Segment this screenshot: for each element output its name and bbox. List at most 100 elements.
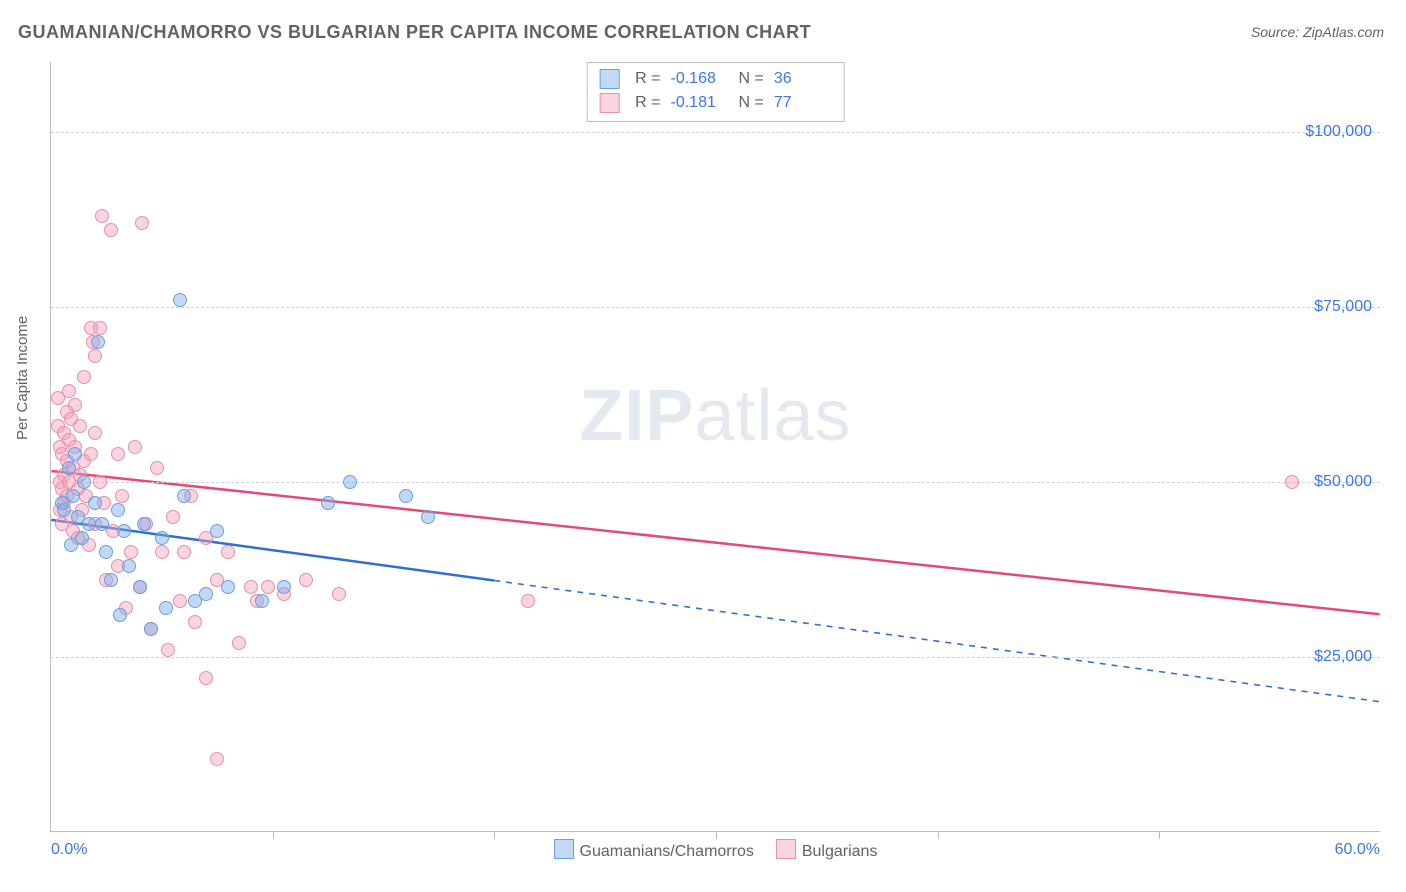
data-point-pink (166, 510, 180, 524)
data-point-pink (150, 461, 164, 475)
legend-label-blue: Guamanians/Chamorros (580, 843, 754, 860)
data-point-pink (77, 370, 91, 384)
swatch-pink (776, 839, 796, 859)
data-point-blue (111, 503, 125, 517)
plot-area: ZIPatlas R = -0.168 N = 36 R = -0.181 N … (50, 62, 1380, 832)
y-axis-label: Per Capita Income (14, 316, 31, 440)
data-point-blue (343, 475, 357, 489)
data-point-blue (133, 580, 147, 594)
data-point-pink (88, 349, 102, 363)
data-point-pink (115, 489, 129, 503)
r-value-blue: -0.168 (671, 70, 729, 88)
data-point-pink (111, 447, 125, 461)
data-point-pink (261, 580, 275, 594)
data-point-pink (68, 398, 82, 412)
n-label: N = (739, 70, 764, 88)
data-point-blue (144, 622, 158, 636)
r-label: R = (635, 94, 660, 112)
data-point-blue (255, 594, 269, 608)
data-point-pink (104, 223, 118, 237)
legend-item-pink: Bulgarians (776, 839, 878, 861)
data-point-blue (173, 293, 187, 307)
data-point-blue (88, 496, 102, 510)
swatch-blue (599, 69, 619, 89)
r-value-pink: -0.181 (671, 94, 729, 112)
data-point-pink (95, 209, 109, 223)
data-point-blue (82, 517, 96, 531)
data-point-pink (124, 545, 138, 559)
data-point-blue (199, 587, 213, 601)
stats-row-blue: R = -0.168 N = 36 (599, 67, 832, 91)
x-tick (1159, 831, 1160, 839)
data-point-pink (173, 594, 187, 608)
y-tick-label: $50,000 (1314, 473, 1372, 491)
regression-line-dashed (494, 580, 1380, 701)
series-legend: Guamanians/Chamorros Bulgarians (554, 839, 878, 861)
data-point-blue (177, 489, 191, 503)
data-point-pink (188, 615, 202, 629)
data-point-pink (199, 671, 213, 685)
x-tick (494, 831, 495, 839)
data-point-pink (155, 545, 169, 559)
r-label: R = (635, 70, 660, 88)
watermark-bold: ZIP (579, 376, 694, 456)
data-point-pink (232, 636, 246, 650)
data-point-blue (66, 489, 80, 503)
data-point-blue (399, 489, 413, 503)
data-point-pink (93, 321, 107, 335)
data-point-pink (210, 752, 224, 766)
data-point-pink (221, 545, 235, 559)
data-point-blue (91, 335, 105, 349)
data-point-pink (73, 419, 87, 433)
stats-legend: R = -0.168 N = 36 R = -0.181 N = 77 (586, 62, 845, 122)
data-point-pink (332, 587, 346, 601)
stats-row-pink: R = -0.181 N = 77 (599, 91, 832, 115)
data-point-blue (137, 517, 151, 531)
x-tick (716, 831, 717, 839)
data-point-pink (135, 216, 149, 230)
data-point-pink (244, 580, 258, 594)
legend-item-blue: Guamanians/Chamorros (554, 839, 754, 861)
data-point-pink (299, 573, 313, 587)
x-axis-max-label: 60.0% (1335, 841, 1380, 859)
data-point-pink (128, 440, 142, 454)
chart-title: GUAMANIAN/CHAMORRO VS BULGARIAN PER CAPI… (18, 22, 811, 43)
data-point-pink (161, 643, 175, 657)
watermark: ZIPatlas (579, 375, 851, 457)
data-point-blue (68, 447, 82, 461)
data-point-pink (84, 447, 98, 461)
data-point-pink (88, 426, 102, 440)
x-axis-min-label: 0.0% (51, 841, 87, 859)
data-point-blue (155, 531, 169, 545)
gridline (51, 307, 1380, 308)
data-point-blue (75, 531, 89, 545)
data-point-blue (104, 573, 118, 587)
data-point-blue (122, 559, 136, 573)
data-point-blue (99, 545, 113, 559)
x-tick (273, 831, 274, 839)
y-tick-label: $75,000 (1314, 298, 1372, 316)
data-point-blue (117, 524, 131, 538)
n-value-pink: 77 (774, 94, 832, 112)
data-point-blue (221, 580, 235, 594)
legend-label-pink: Bulgarians (802, 843, 878, 860)
data-point-blue (77, 475, 91, 489)
regression-lines (51, 62, 1380, 831)
n-value-blue: 36 (774, 70, 832, 88)
data-point-blue (113, 608, 127, 622)
data-point-blue (159, 601, 173, 615)
y-tick-label: $25,000 (1314, 648, 1372, 666)
swatch-blue (554, 839, 574, 859)
data-point-blue (421, 510, 435, 524)
source-attribution: Source: ZipAtlas.com (1251, 24, 1384, 40)
y-tick-label: $100,000 (1305, 123, 1372, 141)
data-point-pink (93, 475, 107, 489)
data-point-pink (177, 545, 191, 559)
swatch-pink (599, 93, 619, 113)
gridline (51, 482, 1380, 483)
data-point-blue (95, 517, 109, 531)
data-point-blue (277, 580, 291, 594)
watermark-rest: atlas (694, 376, 851, 456)
data-point-blue (321, 496, 335, 510)
data-point-blue (62, 461, 76, 475)
